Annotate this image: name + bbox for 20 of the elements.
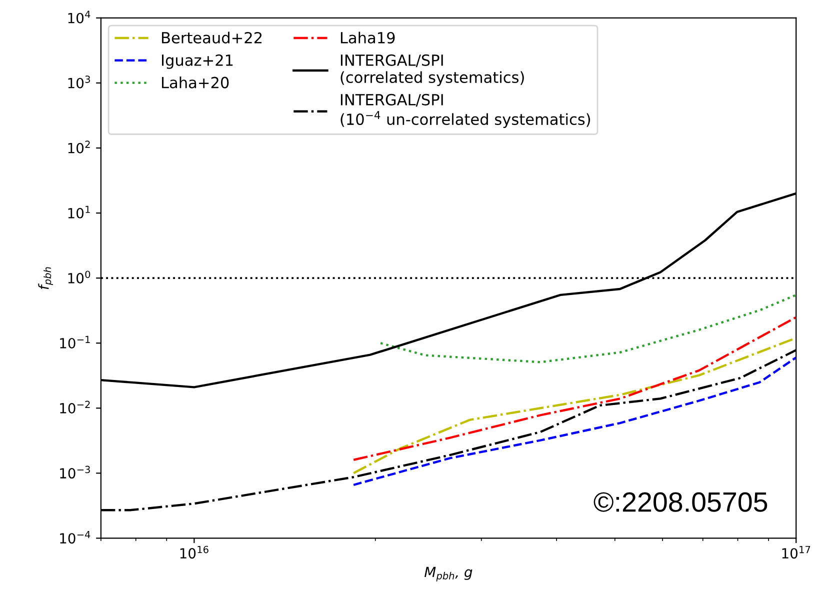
legend-label: INTERGAL/SPI (10$^{−4}$ un-correlated systematics) (340, 94, 590, 128)
annotation: ©:2208.05705 (594, 492, 768, 512)
y-tick-label: 10$^{3}$ (68, 76, 90, 88)
legend-label: INTERGAL/SPI (correlated systematics) (340, 54, 524, 86)
y-tick-label: 10$^{−4}$ (60, 530, 90, 544)
x-tick-label: 10$^{16}$ (180, 546, 208, 559)
legend-label: Iguaz+21 (162, 54, 233, 69)
y-tick-label: 10$^{1}$ (68, 206, 90, 218)
legend-label: Laha19 (340, 32, 395, 44)
y-tick-label: 10$^{−1}$ (60, 336, 90, 348)
x-axis-title: M$_{pbh}$, g (424, 566, 472, 582)
y-tick-label: 10$^{−2}$ (60, 400, 90, 414)
y-tick-label: 10$^{0}$ (68, 270, 90, 284)
y-tick-label: 10$^{2}$ (68, 140, 90, 154)
y-tick-label: 10$^{−3}$ (60, 466, 90, 479)
y-tick-label: 10$^{4}$ (68, 10, 90, 24)
legend-label: Laha+20 (162, 76, 229, 88)
x-tick-label: 10$^{17}$ (782, 546, 810, 559)
y-axis-title: f$_{pbh}$ (38, 267, 54, 290)
legend-label: Berteaud+22 (162, 32, 262, 44)
